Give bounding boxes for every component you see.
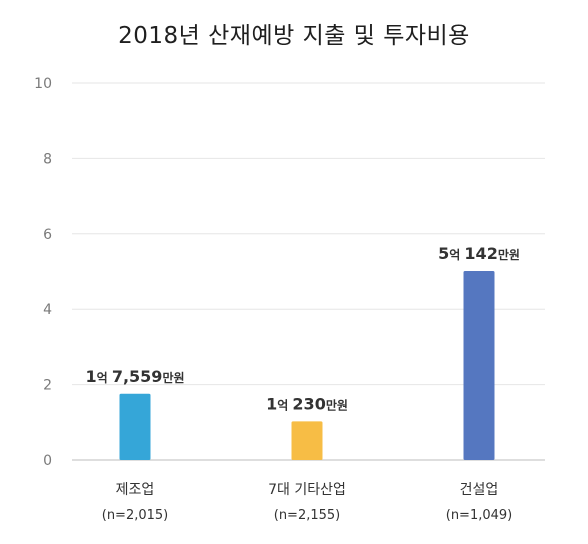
chart-title: 2018년 산재예방 지출 및 투자비용 [118, 23, 470, 49]
y-tick-label: 8 [43, 151, 52, 167]
category-label: 7대 기타산업 [268, 482, 346, 498]
bar-1 [119, 393, 151, 460]
data-label-1: 1억 7,559만원 [85, 367, 184, 386]
bar-2 [291, 421, 323, 460]
data-label-2: 1억 230만원 [266, 394, 348, 413]
data-label-3: 5억 142만원 [438, 244, 520, 263]
bar-3 [463, 270, 495, 460]
category-label: 건설업 [460, 482, 499, 498]
category-sample-size: (n=1,049) [446, 508, 513, 523]
y-tick-label: 6 [43, 227, 52, 243]
y-tick-label: 0 [43, 453, 52, 469]
y-tick-label: 4 [43, 302, 52, 318]
category-sample-size: (n=2,015) [102, 508, 169, 523]
y-tick-label: 2 [43, 378, 52, 394]
category-label: 제조업 [116, 482, 155, 498]
y-tick-label: 10 [34, 76, 52, 92]
category-sample-size: (n=2,155) [274, 508, 341, 523]
